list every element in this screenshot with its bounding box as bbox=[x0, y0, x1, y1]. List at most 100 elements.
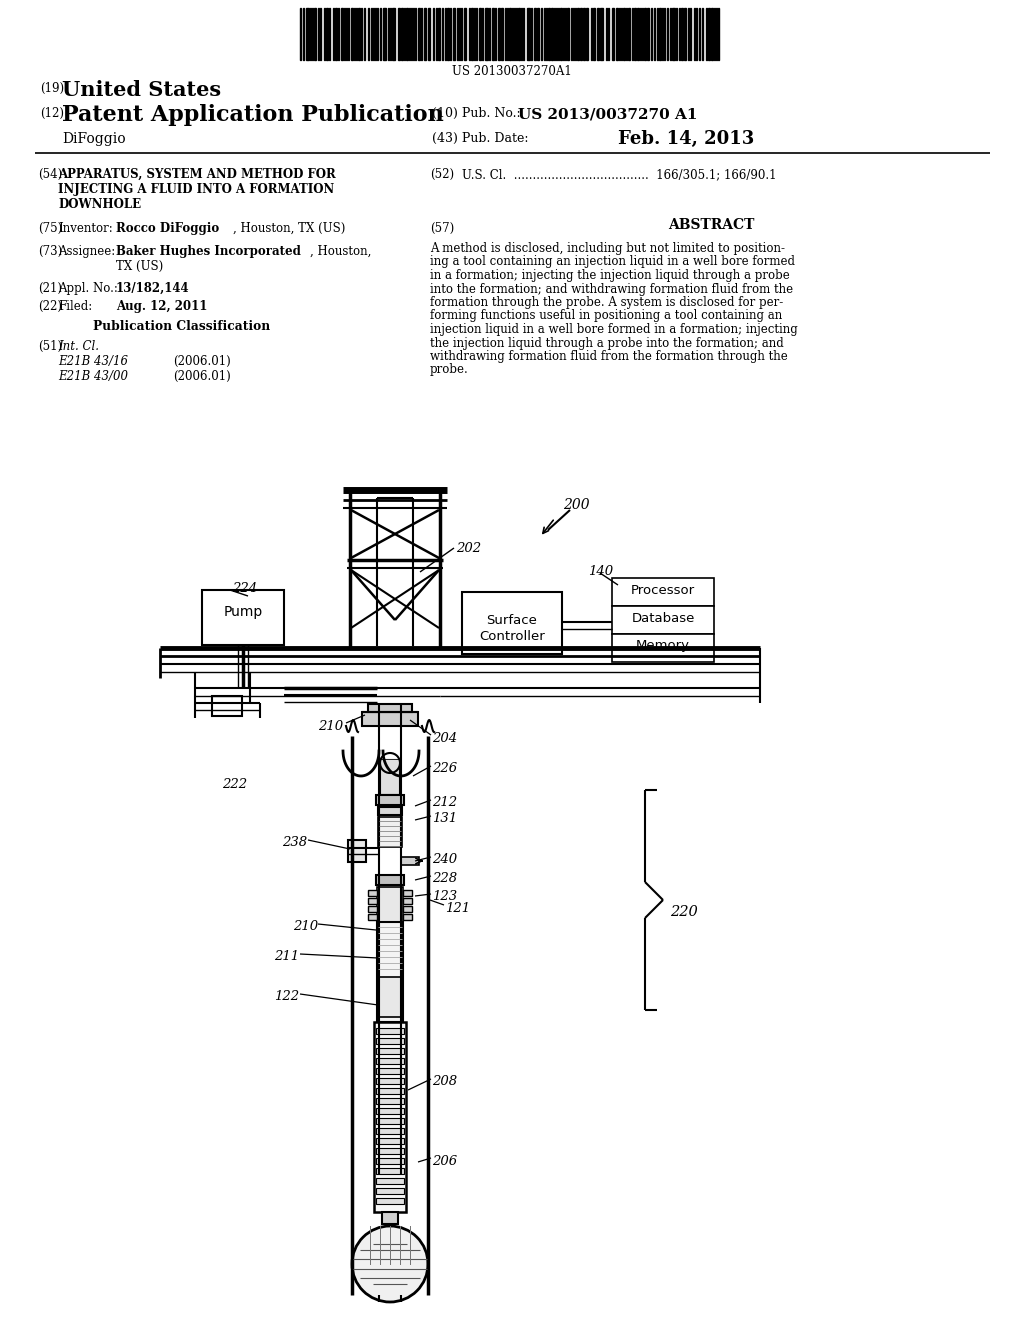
Text: United States: United States bbox=[62, 81, 221, 100]
Text: (43) Pub. Date:: (43) Pub. Date: bbox=[432, 132, 528, 145]
Text: , Houston,: , Houston, bbox=[310, 246, 372, 257]
Text: (75): (75) bbox=[38, 222, 62, 235]
Text: (2006.01): (2006.01) bbox=[173, 370, 230, 383]
Bar bbox=[418, 8, 420, 59]
Text: 200: 200 bbox=[563, 498, 590, 512]
Bar bbox=[401, 857, 419, 865]
Bar bbox=[376, 1118, 404, 1125]
Text: (2006.01): (2006.01) bbox=[173, 355, 230, 368]
Bar bbox=[376, 1138, 404, 1144]
Text: 131: 131 bbox=[432, 812, 457, 825]
Text: 224: 224 bbox=[232, 582, 257, 595]
Bar bbox=[368, 890, 377, 896]
Text: Surface: Surface bbox=[486, 614, 538, 627]
Text: 121: 121 bbox=[445, 902, 470, 915]
Bar bbox=[403, 906, 412, 912]
Text: 210: 210 bbox=[293, 920, 318, 933]
Bar bbox=[326, 8, 328, 59]
Text: (12): (12) bbox=[40, 107, 63, 120]
Bar bbox=[377, 921, 403, 1022]
Bar bbox=[534, 8, 536, 59]
Text: INJECTING A FLUID INTO A FORMATION: INJECTING A FLUID INTO A FORMATION bbox=[58, 183, 334, 195]
Bar bbox=[560, 8, 562, 59]
Bar bbox=[376, 1107, 404, 1114]
Text: into the formation; and withdrawing formation fluid from the: into the formation; and withdrawing form… bbox=[430, 282, 794, 296]
Bar bbox=[672, 8, 675, 59]
Bar bbox=[376, 1028, 404, 1034]
Text: Patent Application Publication: Patent Application Publication bbox=[62, 104, 443, 125]
Bar bbox=[485, 8, 488, 59]
Text: Aug. 12, 2011: Aug. 12, 2011 bbox=[116, 300, 208, 313]
Text: injection liquid in a well bore formed in a formation; injecting: injection liquid in a well bore formed i… bbox=[430, 323, 798, 337]
Text: (52): (52) bbox=[430, 168, 454, 181]
Text: 208: 208 bbox=[432, 1074, 457, 1088]
Text: 210: 210 bbox=[318, 719, 343, 733]
Bar bbox=[593, 8, 595, 59]
Bar bbox=[462, 591, 562, 653]
Bar bbox=[351, 8, 353, 59]
Bar bbox=[600, 8, 603, 59]
Text: Appl. No.:: Appl. No.: bbox=[58, 282, 118, 294]
Bar bbox=[380, 760, 400, 795]
Bar bbox=[314, 8, 316, 59]
Bar bbox=[438, 8, 440, 59]
Bar bbox=[368, 913, 377, 920]
Bar bbox=[379, 977, 401, 1016]
Bar bbox=[684, 8, 686, 59]
Bar bbox=[378, 817, 402, 847]
Text: 228: 228 bbox=[432, 873, 457, 884]
Bar bbox=[537, 8, 539, 59]
Bar bbox=[377, 887, 403, 921]
Text: U.S. Cl.  ....................................  166/305.1; 166/90.1: U.S. Cl. ...............................… bbox=[462, 168, 776, 181]
Text: 206: 206 bbox=[432, 1155, 457, 1168]
Text: Int. Cl.: Int. Cl. bbox=[58, 341, 99, 352]
Bar bbox=[383, 8, 386, 59]
Bar bbox=[597, 8, 599, 59]
Text: (73): (73) bbox=[38, 246, 62, 257]
Text: 226: 226 bbox=[432, 762, 457, 775]
Text: Database: Database bbox=[632, 611, 694, 624]
Bar bbox=[392, 8, 395, 59]
Bar bbox=[509, 8, 511, 59]
Circle shape bbox=[352, 1226, 428, 1302]
Text: Filed:: Filed: bbox=[58, 300, 92, 313]
Bar bbox=[376, 1068, 404, 1074]
Bar bbox=[368, 704, 412, 711]
Bar bbox=[376, 1038, 404, 1044]
Text: DiFoggio: DiFoggio bbox=[62, 132, 126, 147]
Text: Inventor:: Inventor: bbox=[58, 222, 113, 235]
Text: 220: 220 bbox=[670, 906, 697, 919]
Text: TX (US): TX (US) bbox=[116, 260, 163, 273]
Bar bbox=[403, 898, 412, 904]
Bar bbox=[471, 8, 473, 59]
Bar bbox=[586, 8, 588, 59]
Bar bbox=[376, 1048, 404, 1053]
Bar bbox=[501, 8, 503, 59]
Text: ing a tool containing an injection liquid in a well bore formed: ing a tool containing an injection liqui… bbox=[430, 256, 795, 268]
Text: US 2013/0037270 A1: US 2013/0037270 A1 bbox=[518, 107, 697, 121]
Bar bbox=[708, 8, 710, 59]
Text: Pump: Pump bbox=[223, 605, 262, 619]
Text: Memory: Memory bbox=[636, 639, 690, 652]
Bar bbox=[401, 8, 403, 59]
Text: 240: 240 bbox=[432, 853, 457, 866]
Text: Controller: Controller bbox=[479, 630, 545, 643]
Bar bbox=[647, 8, 649, 59]
Bar bbox=[202, 590, 284, 645]
Bar bbox=[612, 634, 714, 663]
Text: Publication Classification: Publication Classification bbox=[93, 319, 270, 333]
Text: 238: 238 bbox=[282, 836, 307, 849]
Bar bbox=[376, 1148, 404, 1154]
Bar bbox=[376, 1158, 404, 1164]
Text: 222: 222 bbox=[222, 777, 247, 791]
Bar bbox=[518, 8, 520, 59]
Bar bbox=[335, 8, 337, 59]
Text: (57): (57) bbox=[430, 222, 455, 235]
Text: E21B 43/00: E21B 43/00 bbox=[58, 370, 128, 383]
Text: 204: 204 bbox=[432, 733, 457, 744]
Bar bbox=[376, 1088, 404, 1094]
Text: Feb. 14, 2013: Feb. 14, 2013 bbox=[618, 129, 755, 148]
Text: 211: 211 bbox=[274, 950, 299, 964]
Bar bbox=[378, 807, 402, 814]
Bar bbox=[348, 840, 366, 862]
